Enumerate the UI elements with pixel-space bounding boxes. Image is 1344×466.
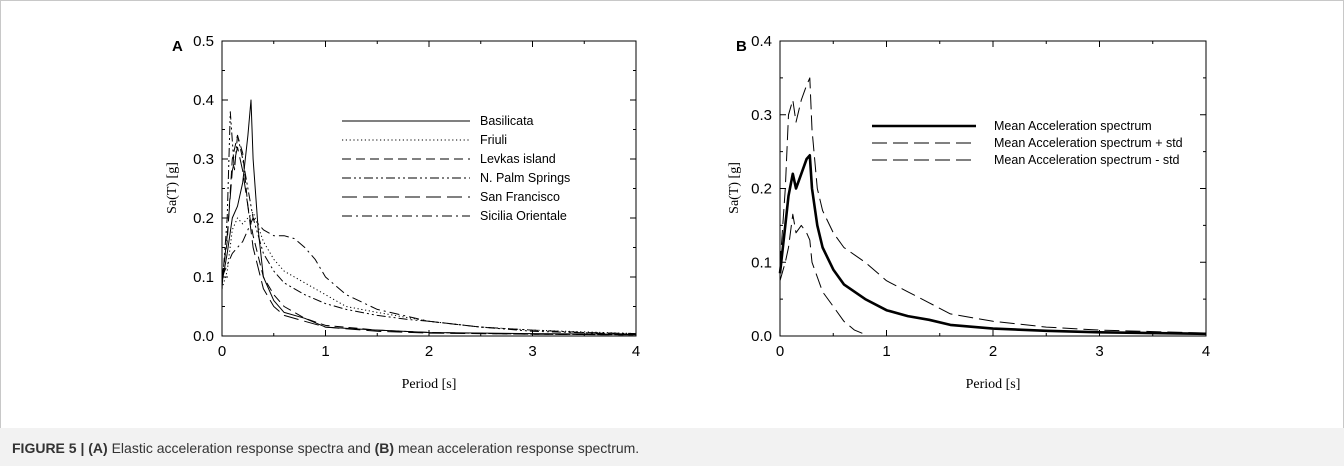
panel-a-xtick-label: 2 xyxy=(425,343,433,360)
caption-part-b-tag: (B) xyxy=(374,440,395,456)
panel-a-legend-label: Sicilia Orientale xyxy=(480,209,567,223)
panel-a-ytick-label: 0.2 xyxy=(193,210,214,227)
panel-a-legend-label: Basilicata xyxy=(480,114,534,128)
panel-a-series-line xyxy=(221,99,637,335)
panel-b-legend-label: Mean Acceleration spectrum - std xyxy=(994,153,1180,167)
panel-a-series-line xyxy=(221,111,637,335)
panel-a-ytick-label: 0.3 xyxy=(193,151,214,168)
panel-b-ytick-label: 0.4 xyxy=(751,33,772,50)
caption-part-a-tag: (A) xyxy=(88,440,108,456)
caption-label: FIGURE 5 | xyxy=(12,440,89,456)
panel-a-plot-frame xyxy=(221,40,637,337)
panel-b-series-line xyxy=(778,154,1207,336)
panel-b-series xyxy=(778,77,1207,336)
panel-b-xlabel: Period [s] xyxy=(966,377,1021,392)
panel-b-ylabel: Sa(T) [g] xyxy=(727,162,742,214)
panel-b-xtick-label: 1 xyxy=(882,343,890,360)
panel-b-ytick-label: 0.3 xyxy=(751,107,772,124)
panel-b-axes: 0 1 2 3 4 0.0 0.1 0.2 0.3 0.4 xyxy=(751,33,1210,360)
panel-a-legend-label: Levkas island xyxy=(480,152,556,166)
panel-b-xtick-label: 4 xyxy=(1202,343,1210,360)
panel-a-series-line xyxy=(221,217,637,335)
panel-a-xtick-label: 0 xyxy=(218,343,226,360)
panel-b: B 0 1 2 3 4 0.0 0.1 0.2 0.3 0.4 Mean Acceleration… xyxy=(727,33,1210,392)
panel-b-legend: Mean Acceleration spectrum Mean Accelerat… xyxy=(872,119,1183,167)
panel-b-ytick-label: 0.2 xyxy=(751,181,772,198)
panel-a-series-line xyxy=(221,134,637,336)
panel-b-legend-label: Mean Acceleration spectrum + std xyxy=(994,136,1183,150)
panel-b-xtick-label: 0 xyxy=(776,343,784,360)
panel-b-xtick-label: 3 xyxy=(1095,343,1103,360)
panel-a-xtick-label: 3 xyxy=(528,343,536,360)
panel-a-legend-label: San Francisco xyxy=(480,190,560,204)
caption-bar xyxy=(0,428,1344,466)
panel-a-ylabel: Sa(T) [g] xyxy=(165,162,180,214)
panel-a-xtick-label: 1 xyxy=(321,343,329,360)
panel-a-axes: 0 1 2 3 4 0.0 0.1 0.2 0.3 0.4 0.5 xyxy=(193,33,640,360)
panel-a-letter: A xyxy=(172,38,183,55)
panel-a-ytick-label: 0.5 xyxy=(193,33,214,50)
caption-part-a-text: Elastic acceleration response spectra an… xyxy=(107,440,375,456)
figure-caption: FIGURE 5 | (A) Elastic acceleration resp… xyxy=(12,440,639,456)
panel-a-xlabel: Period [s] xyxy=(402,377,457,392)
panel-b-series-line xyxy=(779,213,866,335)
panel-a-ytick-label: 0.1 xyxy=(193,269,214,286)
panel-a-legend-label: N. Palm Springs xyxy=(480,171,570,185)
panel-b-legend-label: Mean Acceleration spectrum xyxy=(994,119,1152,133)
panel-b-series-line xyxy=(779,77,1207,334)
panel-b-plot-frame xyxy=(779,40,1207,337)
panel-b-letter: B xyxy=(736,38,747,55)
panel-a-xtick-label: 4 xyxy=(632,343,640,360)
panel-b-ytick-label: 0.1 xyxy=(751,254,772,271)
caption-part-b-text: mean acceleration response spectrum. xyxy=(394,440,640,456)
panel-a-legend-label: Friuli xyxy=(480,133,507,147)
panel-b-ytick-label: 0.0 xyxy=(751,328,772,345)
panel-a-ytick-label: 0.4 xyxy=(193,92,214,109)
panel-a-legend: Basilicata Friuli Levkas island N. Palm Spr… xyxy=(342,114,570,223)
panel-a-ytick-label: 0.0 xyxy=(193,328,214,345)
panel-a-series xyxy=(221,99,637,336)
panel-a: A 0 1 2 3 4 0.0 0.1 0.2 0.3 0.4 0.5 Basilicata Friu… xyxy=(165,33,640,392)
panel-b-xtick-label: 2 xyxy=(989,343,997,360)
